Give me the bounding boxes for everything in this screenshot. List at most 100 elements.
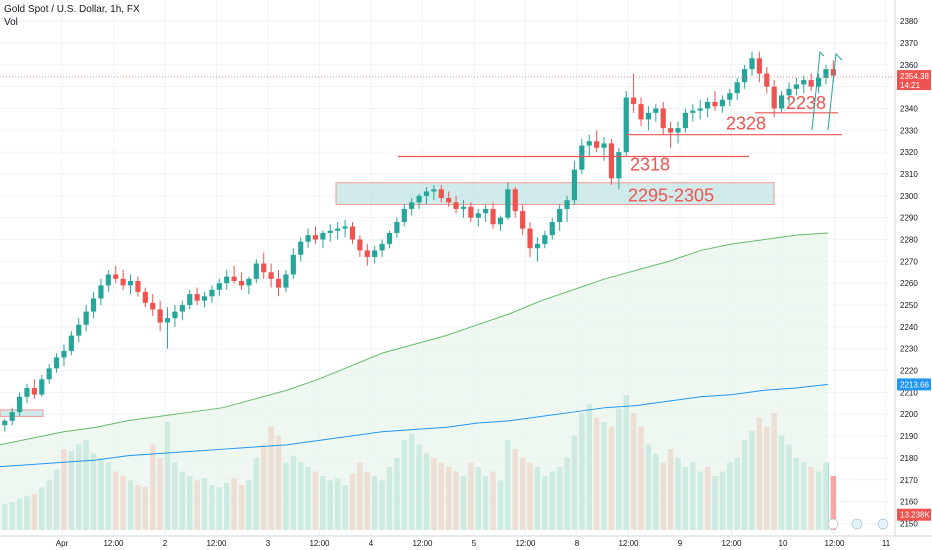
x-tick-label: 10 [779,539,788,548]
volume-bar [830,476,837,530]
candle-body [187,294,193,306]
x-tick-label: Apr [56,539,69,548]
candle-body [327,230,333,233]
candle-body [638,104,644,120]
x-tick-label: 8 [575,539,580,548]
candle-body [601,143,607,148]
candle-body [815,77,822,87]
candle-body [31,388,37,395]
candle-body [771,86,777,109]
ma-blue-line [0,383,829,468]
level-label: 2318 [630,155,670,175]
price-tag-box [897,70,931,91]
candle-body [727,93,733,100]
y-tick-label: 2310 [900,170,918,179]
zone-box [335,182,775,206]
y-tick-label: 2320 [900,148,918,157]
candle-body [283,274,289,288]
candle-body [194,294,200,301]
y-tick-label: 2340 [900,104,918,113]
candle-body [586,141,592,146]
y-tick-label: 2360 [900,61,918,70]
candle-body [527,228,533,249]
candle-body [608,143,615,179]
x-tick-label: 12:00 [103,539,124,548]
volume-label: Vol [4,17,18,28]
candle-body [53,357,60,369]
x-tick-label: 5 [472,539,477,548]
candle-body [808,80,814,87]
volume-tag-box [897,508,931,521]
y-tick-label: 2220 [900,367,918,376]
candle-body [224,276,230,284]
candle-body [446,198,452,203]
candle-body [505,189,511,218]
candle-body [246,278,252,286]
candle-body [179,305,185,312]
candle-body [342,226,348,229]
candle-body [394,222,400,233]
price-tag-countdown: 14:21 [900,81,921,90]
candle-body [705,101,711,109]
chart-title: Gold Spot / U.S. Dollar, 1h, FX [4,4,140,15]
y-tick-label: 2170 [900,476,918,485]
candle-body [460,206,467,209]
candle-body [668,128,674,133]
ma-fill-area [0,232,828,530]
candle-body [631,97,637,105]
candle-body [557,208,563,223]
flag-icon [877,518,889,530]
candle-body [416,195,422,203]
y-tick-label: 2210 [900,388,918,397]
candle-body [135,281,141,292]
level-label: 2328 [726,114,766,134]
candle-body [83,311,89,325]
x-tick-label: 12:00 [412,539,433,548]
y-tick-label: 2290 [900,214,918,223]
candle-body [453,202,459,209]
candle-body [9,412,15,421]
y-tick-label: 2370 [900,39,918,48]
candle-body [594,141,600,148]
candle-body [645,112,652,120]
volume-tag-value: 13.238K [900,511,930,520]
candle-body [231,276,237,282]
candle-body [697,108,703,111]
y-tick-label: 2180 [900,454,918,463]
x-tick-label: 12:00 [206,539,227,548]
candle-body [483,208,489,214]
candle-body [142,291,148,303]
candle-body [39,379,45,395]
candle-body [2,420,8,426]
candle-body [90,298,97,312]
y-tick-label: 2240 [900,323,918,332]
x-tick-label: 12:00 [309,539,330,548]
y-tick-label: 2250 [900,301,918,310]
candle-body [653,108,659,113]
arrow-up-1 [811,50,825,131]
candle-body [801,80,807,85]
candle-body [734,82,740,94]
candle-body [320,232,326,240]
ma-tag-box [897,378,931,391]
candle-body [490,208,496,225]
candle-body [201,296,208,301]
candle-body [409,202,415,209]
y-tick-label: 2230 [900,345,918,354]
candle-body [830,69,836,76]
candle-body [534,243,541,249]
candle-body [675,128,681,133]
candle-body [16,396,23,413]
candle-body [823,69,829,78]
candle-body [157,309,163,323]
ma-tag-value: 2213.66 [900,380,929,389]
candle-body [298,241,304,255]
x-tick-label: 12:00 [515,539,536,548]
y-tick-label: 2160 [900,498,918,507]
candle-body [275,278,282,288]
candle-body [742,69,748,83]
y-tick-label: 2190 [900,432,918,441]
ma-green-line [0,232,829,446]
y-tick-label: 2330 [900,126,918,135]
